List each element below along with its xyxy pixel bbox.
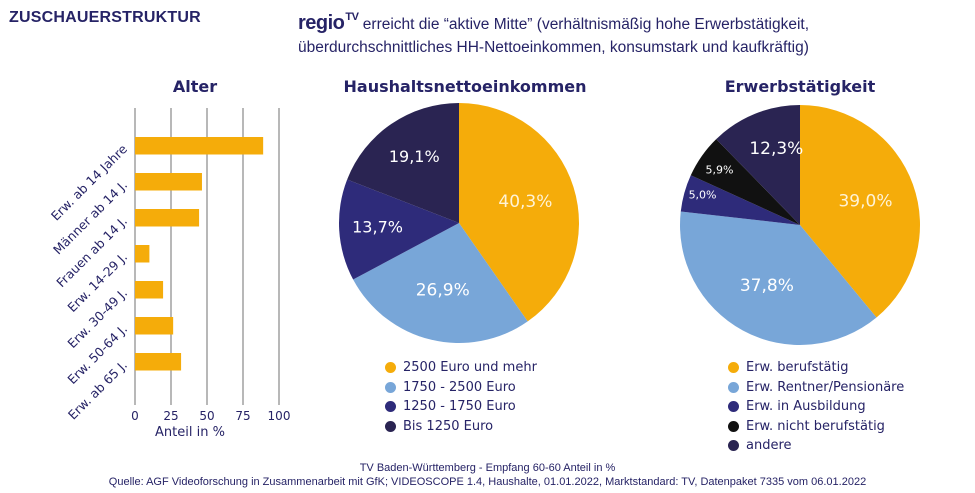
headline-text-1: erreicht die “aktive Mitte” (verhältnism… [362, 16, 810, 33]
legend-label: Erw. in Ausbildung [746, 399, 866, 415]
legend-swatch-icon [728, 401, 739, 413]
legend-item: Erw. nicht berufstätig [728, 417, 904, 437]
section-title: ZUSCHAUERSTRUKTUR [9, 9, 201, 26]
legend-item: 2500 Euro und mehr [385, 358, 537, 378]
legend-label: Erw. nicht berufstätig [746, 418, 885, 434]
legend-swatch-icon [385, 401, 396, 413]
legend-swatch-icon [385, 362, 396, 374]
employment-pie-title: Erwerbstätigkeit [724, 77, 876, 96]
legend-label: Erw. Rentner/Pensionäre [746, 379, 905, 395]
legend-swatch-icon [728, 362, 739, 374]
income-pie-chart: 40,3% 26,9% 13,7% 19,1% [339, 103, 579, 343]
bar [135, 173, 202, 191]
bar [135, 317, 174, 335]
bar-chart-xlabel: Anteil in % [155, 425, 225, 440]
legend-item: Erw. berufstätig [728, 358, 904, 378]
legend-item: Bis 1250 Euro [385, 417, 537, 437]
legend-swatch-icon [385, 420, 396, 432]
headline-text-2: überdurchschnittliches HH-Nettoeinkommen… [298, 39, 809, 56]
pie-data-label: 19,1% [389, 147, 440, 166]
legend-item: Erw. in Ausbildung [728, 397, 904, 417]
legend-item: andere [728, 436, 904, 456]
pie-data-label: 5,9% [706, 163, 734, 176]
brand-name: regio [298, 12, 345, 34]
legend-swatch-icon [728, 381, 739, 393]
income-legend: 2500 Euro und mehr 1750 - 2500 Euro 1250 -… [385, 358, 537, 436]
legend-label: andere [746, 438, 792, 454]
pie-data-label: 37,8% [740, 276, 794, 296]
pie-data-label: 5,0% [689, 188, 717, 201]
x-tick-label: 100 [268, 409, 291, 423]
brand-logo: regioTV [298, 11, 359, 34]
pie-data-label: 12,3% [749, 139, 803, 159]
headline-line-1: regioTV erreicht die “aktive Mitte” (ver… [298, 6, 968, 36]
brand-superscript: TV [345, 11, 359, 23]
pie-slice [353, 223, 528, 343]
bar [135, 137, 264, 155]
pie-data-label: 40,3% [498, 192, 552, 212]
pie-slice [690, 139, 800, 225]
legend-label: 1750 - 2500 Euro [403, 379, 516, 395]
pie-slice [459, 103, 579, 322]
bar [135, 353, 182, 371]
footer-caption: TV Baden-Württemberg - Empfang 60-60 Ant… [359, 462, 616, 474]
footer-source: Quelle: AGF Videoforschung in Zusammenar… [108, 476, 867, 488]
bar [135, 281, 164, 299]
employment-legend: Erw. berufstätig Erw. Rentner/Pensionäre E… [728, 358, 904, 456]
pie-slice [800, 105, 921, 318]
pie-slice [680, 175, 800, 225]
legend-swatch-icon [728, 420, 739, 432]
bar [135, 209, 200, 227]
legend-item: 1250 - 1750 Euro [385, 397, 537, 417]
employment-pie-chart: 39,0% 37,8% 5,0% 5,9% 12,3% [680, 105, 921, 346]
x-tick-label: 75 [235, 409, 250, 423]
legend-item: 1750 - 2500 Euro [385, 378, 537, 398]
pie-data-label: 13,7% [352, 217, 403, 236]
income-pie-title: Haushaltsnettoeinkommen [343, 77, 587, 96]
pie-slice [347, 103, 459, 223]
headline: regioTV erreicht die “aktive Mitte” (ver… [298, 6, 968, 59]
x-tick-label: 50 [199, 409, 214, 423]
bar [135, 245, 150, 263]
pie-data-label: 26,9% [416, 281, 470, 301]
pie-slice [680, 211, 877, 346]
legend-label: 1250 - 1750 Euro [403, 399, 516, 415]
x-tick-label: 25 [163, 409, 178, 423]
legend-item: Erw. Rentner/Pensionäre [728, 378, 904, 398]
legend-label: 2500 Euro und mehr [403, 360, 537, 376]
pie-data-label: 39,0% [838, 191, 892, 211]
legend-swatch-icon [385, 381, 396, 393]
x-tick-label: 0 [131, 409, 139, 423]
pie-slice [339, 179, 459, 280]
legend-label: Bis 1250 Euro [403, 418, 494, 434]
bar-chart-title: Alter [172, 77, 218, 96]
legend-label: Erw. berufstätig [746, 360, 849, 376]
legend-swatch-icon [728, 440, 739, 452]
pie-slice [716, 105, 800, 225]
